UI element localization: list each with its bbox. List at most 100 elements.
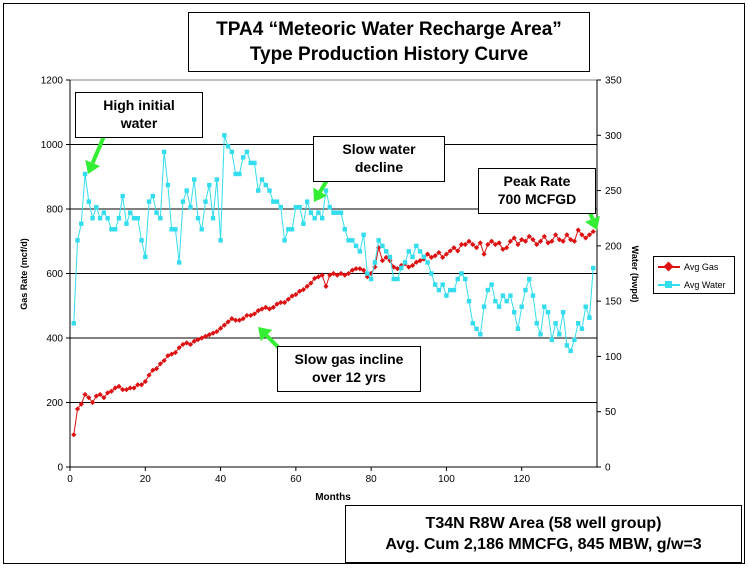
- water-data-point: [146, 199, 152, 204]
- well-summary-box: T34N R8W Area (58 well group) Avg. Cum 2…: [345, 505, 742, 563]
- callout-line: High initial: [103, 97, 175, 113]
- water-data-point: [440, 282, 445, 287]
- gas-data-point: [500, 246, 506, 252]
- water-data-point: [515, 326, 521, 331]
- gas-data-point: [304, 283, 310, 289]
- water-data-point: [316, 210, 321, 215]
- water-data-point: [380, 243, 385, 249]
- water-data-point: [489, 282, 494, 287]
- gas-data-point: [266, 306, 273, 312]
- gas-data-point: [481, 251, 487, 257]
- gas-data-point: [323, 283, 329, 289]
- water-data-point: [304, 199, 310, 204]
- water-data-point: [545, 310, 551, 315]
- gas-data-point: [74, 406, 81, 412]
- gas-data-point: [353, 266, 359, 272]
- gas-data-point: [153, 366, 160, 372]
- gas-data-point: [549, 238, 555, 244]
- gas-data-point: [86, 395, 92, 401]
- gas-data-point: [289, 293, 295, 299]
- series-layer: [71, 133, 596, 438]
- water-data-point: [384, 249, 389, 254]
- well-summary-line1: T34N R8W Area (58 well group): [425, 515, 662, 532]
- chart-title-line2: Type Production History Curve: [249, 44, 529, 65]
- gas-data-point: [105, 390, 111, 396]
- water-data-point: [71, 321, 76, 326]
- gas-data-point: [425, 251, 431, 257]
- water-data-point: [150, 193, 156, 199]
- water-data-point: [511, 310, 517, 315]
- gas-data-point: [537, 238, 544, 244]
- gas-data-point: [169, 351, 175, 357]
- water-data-point: [289, 227, 295, 232]
- water-data-point: [470, 321, 475, 326]
- gas-data-point: [199, 335, 205, 341]
- callout-line: Slow water: [342, 141, 416, 157]
- y-tick-label: 600: [46, 269, 63, 280]
- gas-data-point: [101, 395, 107, 401]
- gas-data-point: [338, 270, 344, 277]
- water-data-point: [527, 276, 532, 282]
- gas-data-point: [345, 270, 352, 277]
- gas-data-point: [293, 291, 299, 298]
- gas-data-point: [263, 304, 269, 310]
- gas-data-point: [466, 238, 472, 244]
- gas-data-point: [285, 296, 291, 302]
- callout-line: Slow gas incline: [294, 351, 404, 367]
- gas-data-point: [477, 240, 483, 246]
- water-data-point: [105, 216, 110, 221]
- y2-tick-label: 300: [605, 131, 622, 142]
- water-data-point: [259, 177, 265, 182]
- y-tick-label: 1000: [41, 140, 64, 151]
- water-data-point: [361, 232, 366, 237]
- water-data-point: [402, 260, 408, 265]
- gas-data-point: [349, 267, 355, 273]
- water-data-point: [86, 199, 92, 204]
- water-data-point: [312, 216, 317, 221]
- water-data-point: [82, 171, 88, 177]
- gas-data-point: [458, 241, 465, 248]
- gas-data-point: [229, 316, 235, 322]
- water-data-point: [421, 254, 427, 260]
- water-data-point: [564, 343, 570, 348]
- gas-data-point: [202, 333, 209, 339]
- water-data-point: [575, 321, 581, 326]
- water-data-point: [139, 238, 144, 243]
- gas-data-point: [278, 299, 284, 306]
- gas-data-point: [406, 264, 412, 270]
- gas-data-point: [409, 262, 416, 269]
- water-data-point: [534, 321, 539, 326]
- gas-data-point: [515, 241, 521, 248]
- gas-data-point: [165, 353, 171, 359]
- x-tick-label: 80: [366, 474, 378, 485]
- gas-data-point: [447, 248, 453, 254]
- gas-data-point: [530, 237, 536, 243]
- water-data-point: [432, 282, 438, 287]
- callout-line: water: [120, 115, 158, 131]
- water-data-point: [553, 321, 558, 326]
- y-axis-label: Gas Rate (mcf/d): [19, 238, 29, 310]
- gas-data-point: [255, 307, 261, 314]
- gas-data-point: [579, 232, 585, 238]
- gas-data-point: [560, 238, 566, 244]
- water-data-point: [447, 287, 453, 293]
- water-data-point: [335, 210, 340, 215]
- chart-title-box: TPA4 “Meteoric Water Recharge Area” Type…: [188, 12, 590, 72]
- gas-data-point: [391, 264, 397, 270]
- gas-data-point: [496, 240, 502, 246]
- water-data-point: [297, 204, 302, 210]
- water-data-point: [192, 177, 197, 182]
- chart-legend: Avg Gas Avg Water: [653, 256, 735, 294]
- water-data-point: [293, 204, 299, 210]
- y-tick-label: 0: [57, 463, 63, 474]
- water-data-point: [308, 210, 314, 215]
- gas-data-point: [120, 387, 126, 393]
- water-data-point: [116, 216, 122, 221]
- water-data-point: [587, 315, 592, 320]
- water-data-point: [463, 276, 468, 282]
- gas-data-point: [583, 235, 589, 241]
- gas-data-point: [571, 238, 578, 244]
- water-data-point: [478, 332, 483, 337]
- water-data-point: [120, 193, 125, 199]
